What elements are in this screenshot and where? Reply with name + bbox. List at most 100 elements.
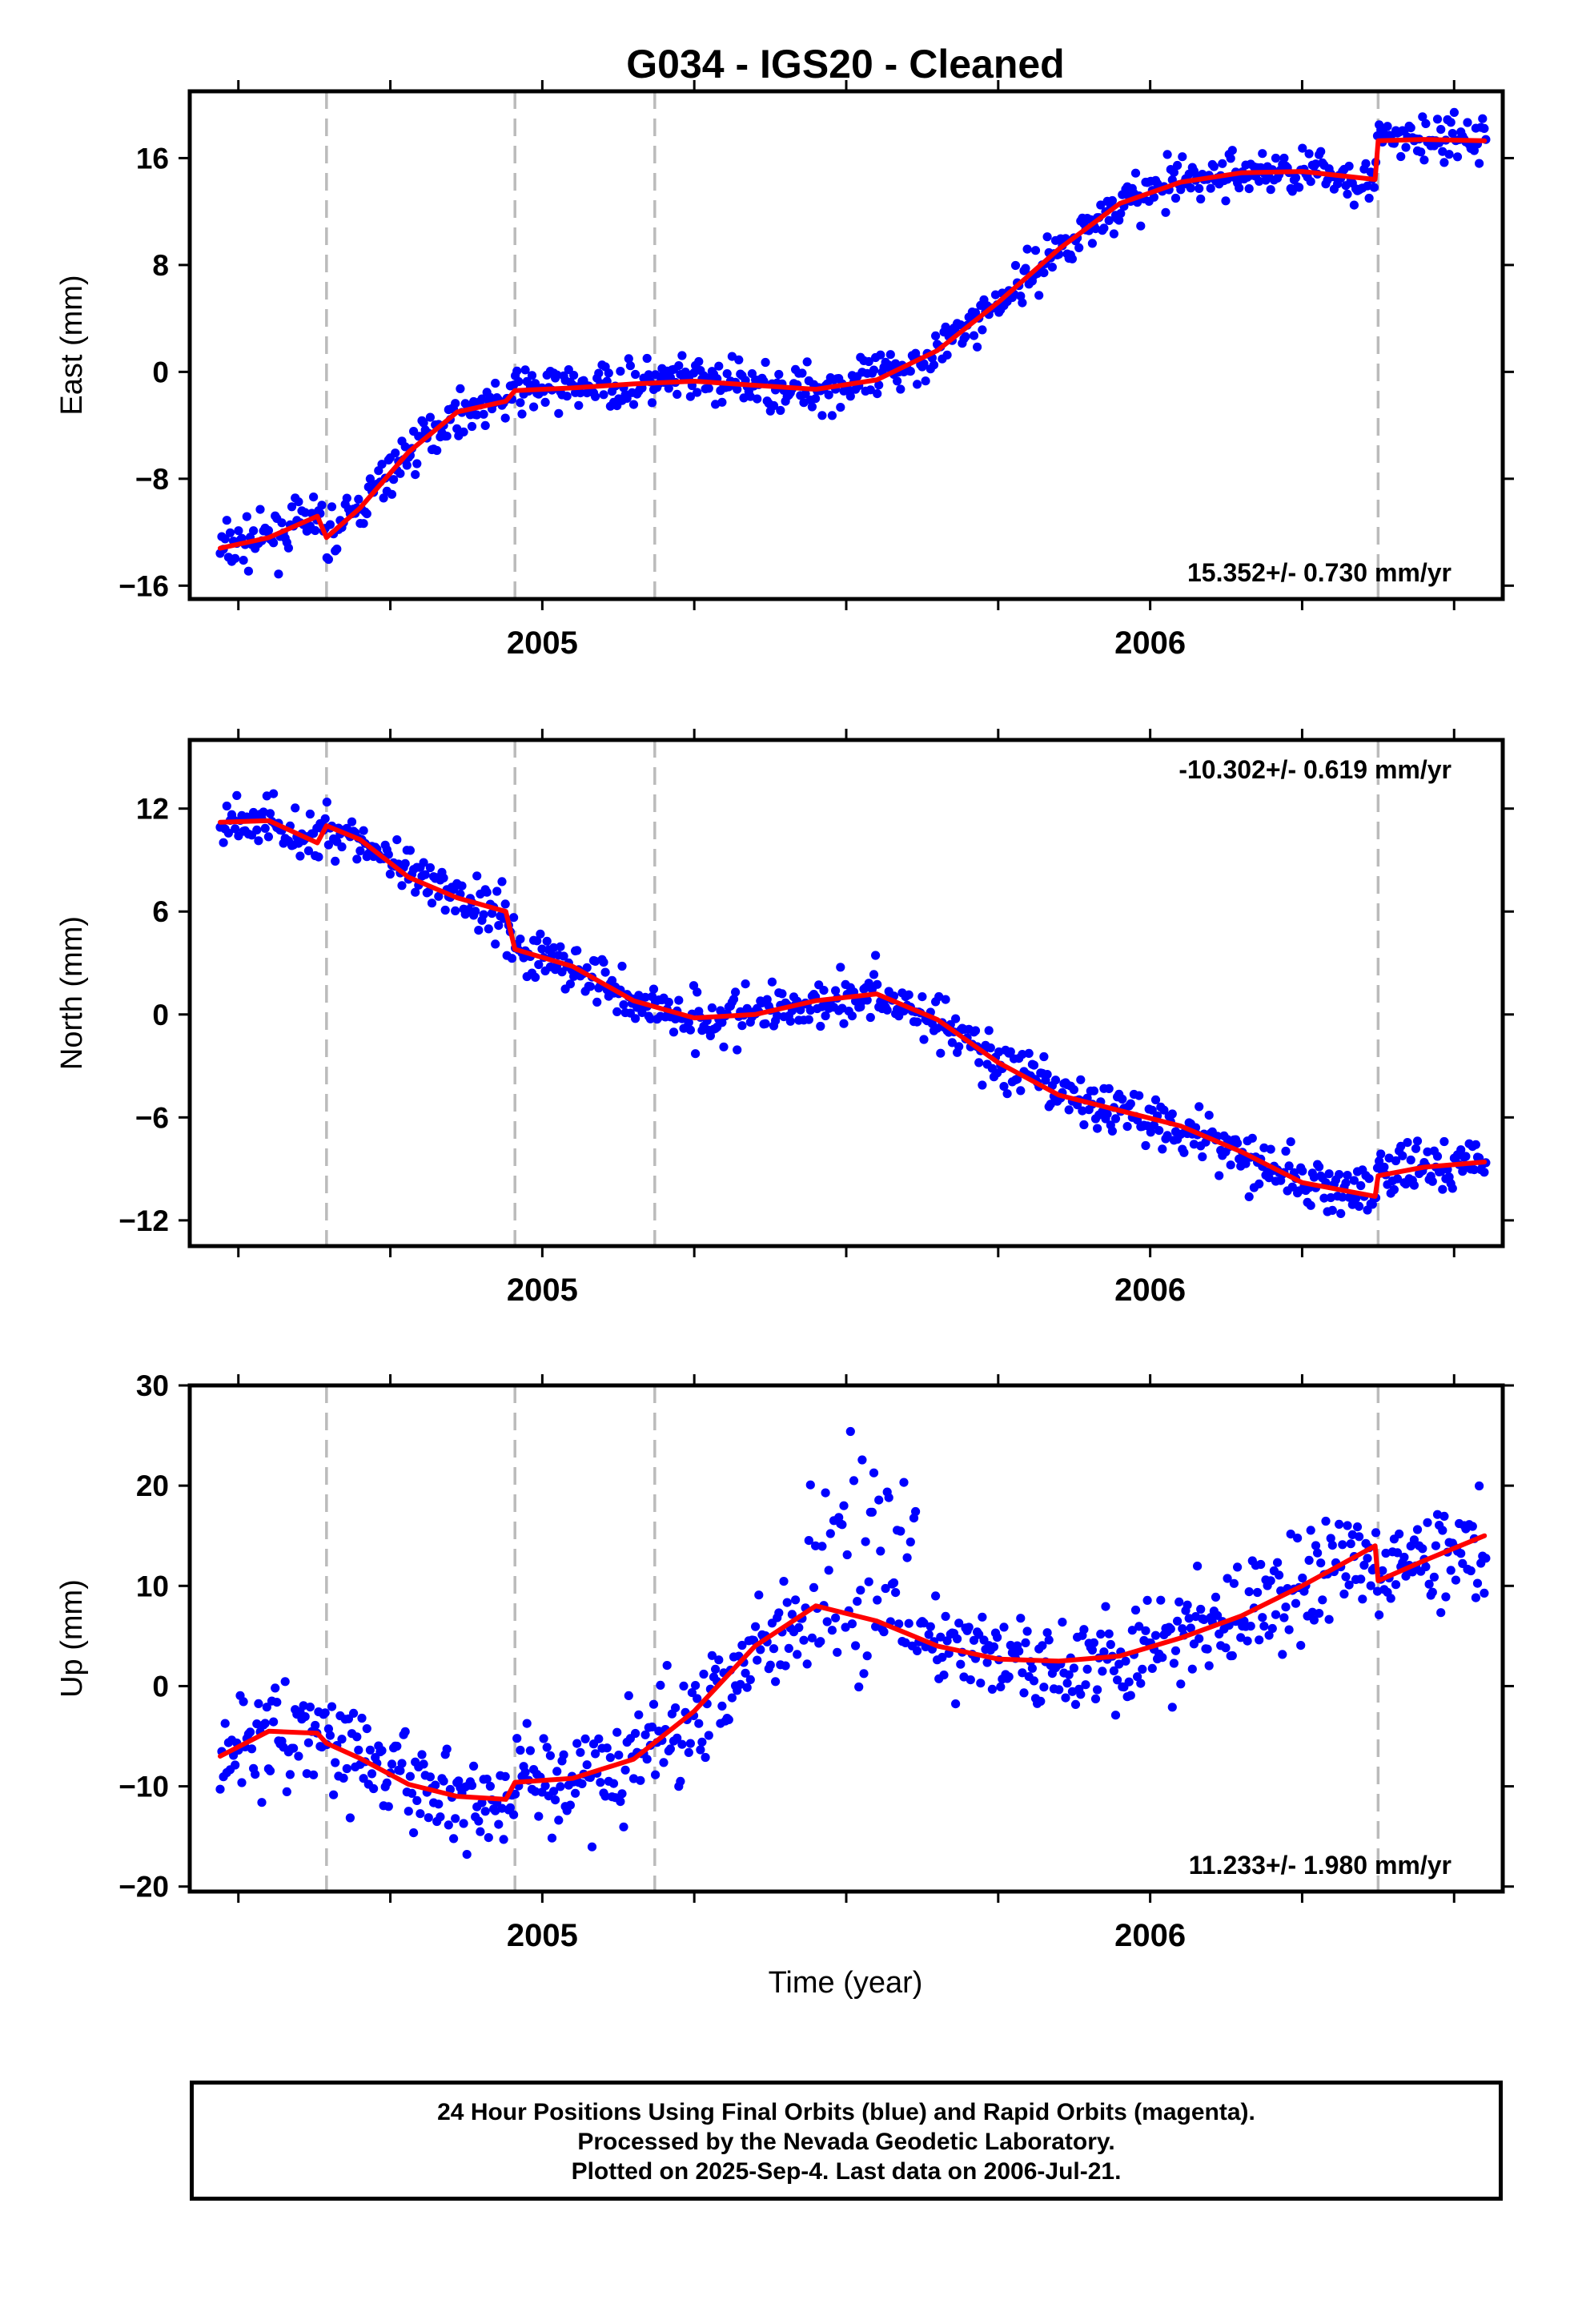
data-point (816, 1637, 825, 1647)
data-point (1366, 1581, 1375, 1590)
y-tick-label: 16 (136, 142, 169, 175)
data-point (442, 1744, 452, 1754)
data-point (260, 823, 270, 833)
data-point (612, 1727, 622, 1737)
data-point (1335, 1170, 1344, 1180)
data-point (821, 1011, 830, 1021)
data-point (859, 1669, 869, 1679)
data-point (242, 512, 251, 521)
data-point (245, 1727, 255, 1737)
data-point (874, 1495, 884, 1505)
data-point (617, 1789, 627, 1799)
data-point (1182, 1600, 1192, 1610)
data-point (905, 1537, 915, 1547)
data-point (1324, 1614, 1334, 1624)
data-point (1089, 1086, 1098, 1096)
data-point (263, 832, 273, 842)
data-point (509, 1810, 519, 1819)
data-point (1343, 189, 1352, 199)
data-point (389, 475, 399, 485)
data-point (452, 424, 462, 433)
data-point (352, 854, 362, 864)
data-point (352, 1732, 362, 1742)
y-tick-label: −6 (135, 1101, 169, 1134)
data-point (362, 509, 371, 519)
data-point (239, 1697, 248, 1707)
data-point (1327, 1541, 1337, 1550)
data-point (1089, 1638, 1098, 1647)
data-point (260, 1719, 270, 1728)
data-point (1195, 1102, 1204, 1112)
data-point (873, 979, 882, 989)
data-point (404, 1807, 413, 1816)
data-point (625, 361, 636, 371)
data-point (839, 1019, 849, 1028)
footer-line-3: Plotted on 2025-Sep-4. Last data on 2006… (571, 2158, 1122, 2185)
data-point (929, 360, 939, 370)
data-point (1176, 1679, 1186, 1689)
data-point (1363, 181, 1372, 191)
data-point (1318, 1595, 1327, 1605)
data-point (1173, 1616, 1182, 1626)
data-point (509, 913, 519, 923)
data-point (542, 1743, 552, 1752)
data-point (365, 1745, 375, 1755)
data-point (673, 389, 682, 399)
data-point (451, 1814, 460, 1823)
data-point (327, 1702, 337, 1711)
data-point (1304, 149, 1314, 159)
data-point (1014, 1647, 1024, 1656)
data-point (913, 1646, 922, 1655)
data-point (865, 1012, 875, 1023)
data-point (1244, 1192, 1254, 1201)
data-point (1304, 1555, 1314, 1565)
data-point (1193, 1562, 1203, 1571)
data-point (439, 873, 448, 883)
data-point (973, 342, 982, 352)
data-point (311, 525, 320, 536)
data-point (648, 984, 659, 994)
data-point (617, 961, 627, 971)
data-point (596, 1778, 605, 1787)
data-point (377, 1746, 387, 1755)
data-point (753, 394, 762, 404)
data-point (1412, 1136, 1423, 1146)
data-point (1461, 1152, 1471, 1161)
data-point (817, 411, 827, 420)
data-point (1130, 1605, 1141, 1615)
data-point (774, 1608, 784, 1618)
data-point (1364, 1174, 1374, 1184)
data-point (824, 1566, 833, 1575)
data-point (964, 1622, 974, 1632)
data-point (222, 801, 231, 811)
data-point (1158, 1653, 1167, 1663)
data-point (1016, 1614, 1026, 1623)
data-point (1267, 1623, 1277, 1634)
data-point (990, 290, 1001, 300)
data-point (1093, 1685, 1102, 1695)
data-point (582, 963, 592, 972)
data-point (1047, 263, 1057, 272)
data-point (407, 1788, 417, 1798)
data-point (1338, 1192, 1347, 1202)
data-point (580, 1734, 590, 1743)
data-point (1432, 1510, 1443, 1519)
data-point (419, 1759, 428, 1769)
data-point (999, 1082, 1009, 1092)
data-point (1064, 1105, 1074, 1115)
data-point (677, 1739, 687, 1749)
data-point (517, 409, 527, 419)
data-point (1021, 263, 1030, 273)
data-point (676, 1776, 685, 1786)
data-point (485, 1781, 496, 1791)
data-point (1158, 1144, 1167, 1154)
data-point (1099, 223, 1109, 233)
data-point (619, 1000, 628, 1010)
data-point (1203, 1644, 1212, 1654)
data-point (591, 956, 600, 966)
data-point (520, 365, 530, 375)
data-point (1141, 1626, 1150, 1635)
data-point (1421, 1562, 1431, 1571)
data-point (1243, 1636, 1252, 1646)
